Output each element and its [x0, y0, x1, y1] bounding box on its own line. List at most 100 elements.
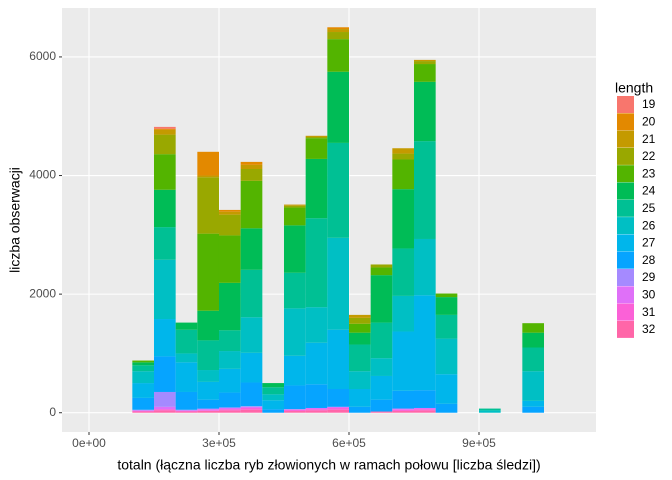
bar-segment — [283, 409, 306, 411]
bar-segment — [153, 189, 176, 228]
legend-key — [617, 217, 634, 235]
bar-segment — [262, 409, 284, 413]
bar-segment — [153, 227, 176, 260]
bar-segment — [522, 371, 544, 401]
bar-segment — [197, 340, 219, 371]
legend-label: 24 — [642, 184, 656, 198]
bar-segment — [392, 409, 414, 411]
bar-segment — [305, 409, 328, 411]
bar-segment — [218, 392, 241, 408]
bar-segment — [218, 409, 241, 411]
bar-segment — [435, 338, 458, 375]
bar-segment — [392, 295, 414, 332]
bar-segment — [327, 39, 349, 72]
bar-segment — [153, 356, 176, 392]
bar-segment — [197, 409, 219, 411]
bar-segment — [197, 175, 219, 178]
bar-segment — [435, 314, 458, 339]
bar-segment — [305, 410, 328, 413]
bar-segment — [283, 385, 306, 410]
bar-segment — [370, 264, 393, 268]
bar-segment — [392, 248, 414, 296]
bar-segment — [153, 134, 176, 155]
bar-segment — [392, 410, 414, 413]
bar-segment — [240, 164, 263, 170]
legend-key — [617, 303, 634, 321]
bar-segment — [327, 409, 349, 413]
legend-label: 21 — [642, 132, 656, 146]
bar-segment — [218, 330, 241, 352]
x-tick-label: 3e+05 — [202, 436, 236, 450]
bar-segment — [327, 27, 349, 30]
bar-segment — [348, 314, 371, 318]
bar-segment — [413, 141, 436, 239]
bar-segment — [435, 293, 458, 298]
bar-segment — [197, 408, 219, 410]
legend-label: 29 — [642, 270, 656, 284]
bar-segment — [283, 272, 306, 309]
bar-segment — [175, 322, 198, 330]
bar-segment — [240, 317, 263, 353]
bar-segment — [197, 310, 219, 341]
bar-segment — [348, 389, 371, 407]
bar-segment — [132, 411, 154, 413]
bar-segment — [283, 409, 306, 410]
bar-segment — [218, 214, 241, 236]
bar-segment — [197, 410, 219, 411]
bar-segment — [175, 411, 198, 413]
legend-label: 22 — [642, 149, 656, 163]
bar-segment — [327, 237, 349, 330]
bar-segment — [522, 323, 544, 333]
bar-segment — [327, 389, 349, 407]
bar-segment — [327, 29, 349, 33]
bar-segment — [197, 381, 219, 400]
y-tick-label: 4000 — [29, 168, 56, 182]
x-axis-title: totaln (łączna liczba ryb złowionych w r… — [117, 457, 540, 473]
bar-segment — [153, 406, 176, 410]
bar-segment — [327, 329, 349, 390]
bar-segment — [153, 129, 176, 135]
bar-segment — [413, 410, 436, 413]
bar-segment — [283, 355, 306, 386]
legend-key — [617, 165, 634, 183]
legend-key — [617, 147, 634, 165]
bar-segment — [153, 410, 176, 413]
bar-segment — [197, 177, 219, 234]
bar-segment — [153, 154, 176, 190]
bar-segment — [132, 409, 154, 411]
bar-segment — [153, 409, 176, 411]
x-tick-label: 9e+05 — [462, 436, 496, 450]
bar-segment — [522, 406, 544, 413]
y-tick-label: 6000 — [29, 49, 56, 63]
bar-segment — [218, 407, 241, 410]
bar-segment — [370, 411, 393, 413]
bar-segment — [327, 406, 349, 408]
bar-segment — [478, 410, 501, 413]
bar-segment — [197, 233, 219, 311]
bar-segment — [370, 275, 393, 323]
bar-segment — [348, 371, 371, 390]
legend-label: 27 — [642, 236, 656, 250]
bar-segment — [435, 403, 458, 413]
bar-segment — [283, 410, 306, 413]
bar-segment — [218, 235, 241, 283]
legend-label: 26 — [642, 218, 656, 232]
bar-segment — [153, 126, 176, 129]
bar-segment — [305, 135, 328, 137]
bar-segment — [435, 374, 458, 404]
bar-segment — [132, 360, 154, 363]
bar-segment — [370, 375, 393, 400]
bar-segment — [240, 180, 263, 229]
bar-segment — [348, 317, 371, 324]
bar-segment — [392, 390, 414, 409]
bar-segment — [348, 332, 371, 345]
bar-segment — [478, 408, 501, 411]
bar-segment — [327, 407, 349, 410]
bar-segment — [305, 136, 328, 139]
bar-segment — [283, 308, 306, 356]
bar-segment — [262, 394, 284, 401]
bar-segment — [218, 282, 241, 331]
bar-segment — [413, 81, 436, 142]
bar-segment — [132, 362, 154, 366]
bar-segment — [240, 352, 263, 383]
